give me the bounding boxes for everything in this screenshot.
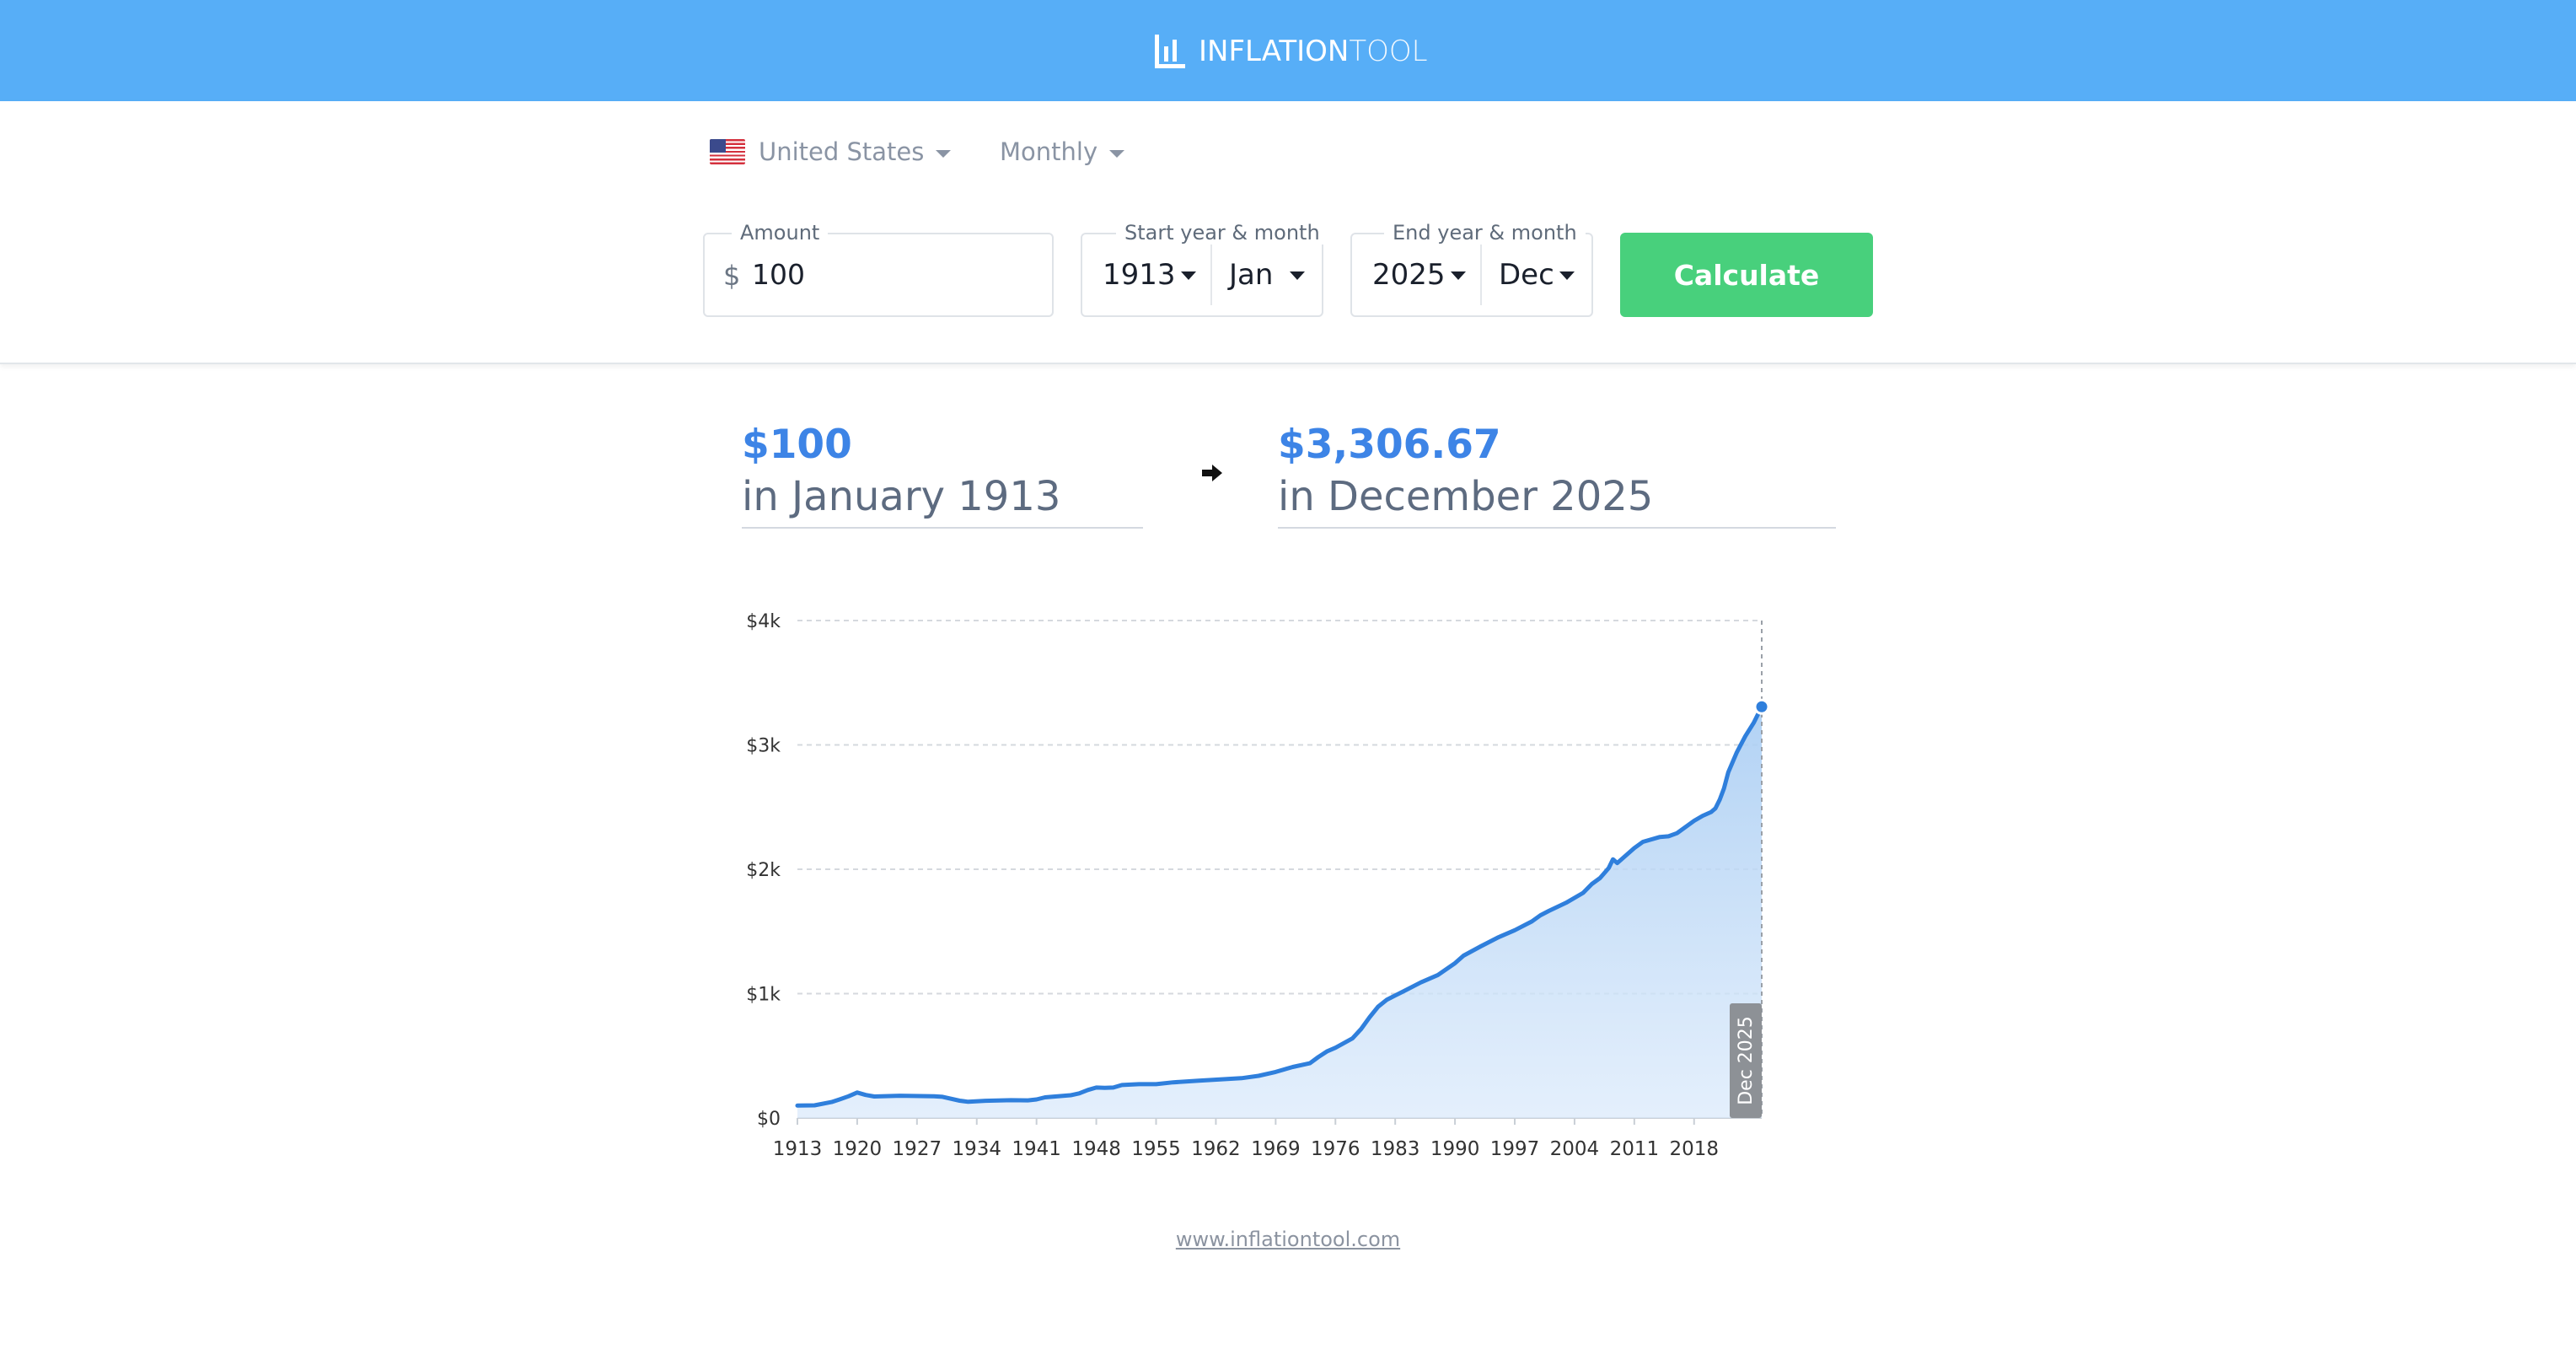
brand-name-light: TOOL — [1349, 35, 1427, 68]
x-tick-label: 1920 — [833, 1138, 883, 1160]
amount-label: Amount — [732, 221, 828, 245]
y-tick-label: $0 — [757, 1109, 781, 1130]
last-point-marker — [1755, 700, 1768, 713]
result-to: $3,306.67 in December 2025 — [1278, 422, 1653, 520]
field-divider — [1480, 245, 1482, 305]
footer-link[interactable]: www.inflationtool.com — [1176, 1228, 1400, 1251]
x-tick-label: 2004 — [1550, 1138, 1600, 1160]
start-year-select[interactable]: 1913 — [1103, 258, 1196, 292]
start-date-label: Start year & month — [1116, 221, 1328, 245]
x-tick-label: 1976 — [1311, 1138, 1360, 1160]
caret-down-icon — [1451, 271, 1466, 280]
end-date-label: End year & month — [1384, 221, 1586, 245]
x-tick-label: 1955 — [1131, 1138, 1181, 1160]
from-date: in January 1913 — [742, 473, 1060, 520]
frequency-selector[interactable]: Monthly — [1000, 135, 1124, 169]
x-tick-label: 1962 — [1191, 1138, 1241, 1160]
x-tick-label: 1941 — [1012, 1138, 1061, 1160]
start-month-value: Jan — [1229, 258, 1273, 292]
result-from: $100 in January 1913 — [742, 422, 1060, 520]
x-tick-label: 1913 — [773, 1138, 823, 1160]
start-date-field: Start year & month 1913 Jan — [1081, 233, 1323, 317]
brand-logo[interactable]: INFLATIONTOOL — [1155, 32, 1428, 71]
start-month-select[interactable]: Jan — [1229, 258, 1305, 292]
caret-down-icon — [1181, 271, 1196, 280]
y-tick-label: $4k — [746, 611, 781, 632]
currency-symbol: $ — [723, 260, 740, 292]
x-tick-label: 1990 — [1430, 1138, 1480, 1160]
x-tick-label: 1927 — [893, 1138, 942, 1160]
y-tick-label: $3k — [746, 736, 781, 757]
end-date-field: End year & month 2025 Dec — [1350, 233, 1593, 317]
end-year-value: 2025 — [1372, 258, 1446, 292]
caret-down-icon — [1559, 271, 1575, 280]
footer: www.inflationtool.com — [0, 1228, 2576, 1251]
calculate-button[interactable]: Calculate — [1620, 233, 1873, 317]
field-divider — [1210, 245, 1212, 305]
country-selector[interactable]: United States — [710, 135, 951, 169]
result-from-underline — [742, 527, 1143, 529]
x-tick-label: 2018 — [1669, 1138, 1719, 1160]
end-month-value: Dec — [1499, 258, 1554, 292]
bar-chart-icon — [1155, 35, 1185, 68]
to-date: in December 2025 — [1278, 473, 1653, 520]
caret-down-icon — [1290, 271, 1305, 280]
inflation-chart[interactable]: $0 $1k $2k $3k $4k 1913 1920 1927 1934 1941 1948 19… — [725, 590, 1871, 1164]
x-tick-label: 1983 — [1371, 1138, 1420, 1160]
us-flag-icon — [710, 139, 745, 164]
x-tick-label: 1934 — [952, 1138, 1001, 1160]
y-tick-label: $2k — [746, 860, 781, 881]
brand-name-bold: INFLATION — [1199, 35, 1349, 68]
chart-svg: $0 $1k $2k $3k $4k 1913 1920 1927 1934 1941 1948 19… — [725, 590, 1871, 1164]
country-label: United States — [759, 137, 924, 166]
to-amount: $3,306.67 — [1278, 422, 1653, 468]
from-amount: $100 — [742, 422, 1060, 468]
result-to-underline — [1278, 527, 1836, 529]
top-header: INFLATIONTOOL — [0, 0, 2576, 101]
chevron-down-icon — [1109, 150, 1124, 158]
x-tick-label: 1997 — [1490, 1138, 1540, 1160]
x-tick-label: 1969 — [1251, 1138, 1301, 1160]
chart-area-fill — [797, 707, 1762, 1118]
y-tick-label: $1k — [746, 985, 781, 1006]
brand-name: INFLATIONTOOL — [1199, 35, 1428, 68]
crosshair-label: Dec 2025 — [1736, 1016, 1757, 1105]
end-year-select[interactable]: 2025 — [1372, 258, 1466, 292]
end-month-select[interactable]: Dec — [1499, 258, 1575, 292]
x-tick-label: 1948 — [1071, 1138, 1121, 1160]
x-tick-label: 2011 — [1610, 1138, 1660, 1160]
start-year-value: 1913 — [1103, 258, 1176, 292]
chevron-down-icon — [936, 150, 951, 158]
amount-input[interactable]: 100 — [752, 258, 805, 291]
frequency-label: Monthly — [1000, 137, 1097, 166]
amount-field[interactable]: Amount $ 100 — [703, 233, 1054, 317]
arrow-right-icon — [1200, 462, 1224, 484]
